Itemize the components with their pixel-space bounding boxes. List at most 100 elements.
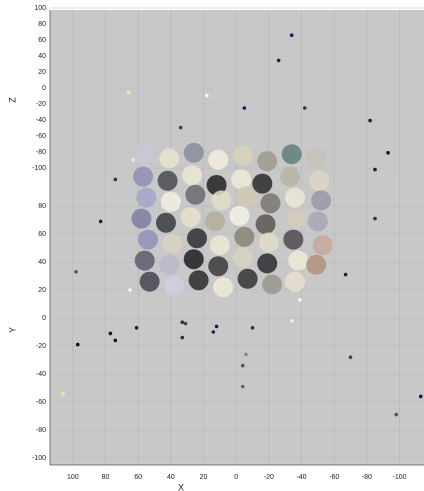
point (135, 144, 155, 164)
z-tick-label: -100 (32, 165, 46, 172)
point (127, 91, 131, 95)
point (256, 214, 276, 234)
point (280, 167, 300, 187)
point (233, 248, 253, 268)
y-tick-label: 80 (38, 203, 46, 210)
point (373, 168, 377, 172)
x-tick-label: 80 (102, 474, 110, 481)
point (234, 227, 254, 247)
x-tick-label: 0 (234, 474, 238, 481)
point (257, 151, 277, 171)
point (61, 392, 65, 396)
point (136, 188, 156, 208)
point (288, 251, 308, 271)
point (211, 190, 231, 210)
y-axis-title: Y (7, 327, 17, 333)
y-tick-label: 40 (38, 259, 46, 266)
point (290, 319, 294, 323)
y-tick-label: -20 (36, 343, 46, 350)
x-tick-label: -100 (392, 474, 406, 481)
point (99, 220, 103, 224)
z-tick-label: 20 (38, 69, 46, 76)
x-tick-label: 60 (134, 474, 142, 481)
x-tick-label: 100 (67, 474, 79, 481)
x-tick-label: 40 (167, 474, 175, 481)
point (262, 274, 282, 294)
z-tick-label: 40 (38, 53, 46, 60)
point (373, 217, 377, 221)
point (161, 192, 181, 212)
point (74, 270, 78, 274)
point (208, 150, 228, 170)
point (210, 235, 230, 255)
y-tick-label: 20 (38, 287, 46, 294)
point (241, 364, 245, 368)
point (184, 143, 204, 163)
x-tick-label: -60 (329, 474, 339, 481)
point (128, 288, 132, 292)
point (114, 178, 118, 182)
point (179, 126, 183, 130)
point (311, 190, 331, 210)
point (212, 330, 216, 334)
point (138, 230, 158, 250)
point (236, 186, 256, 206)
point (109, 332, 113, 336)
x-tick-label: -80 (362, 474, 372, 481)
x-axis-title: X (178, 482, 184, 491)
z-tick-label: 0 (42, 85, 46, 92)
point (306, 148, 326, 168)
point (156, 213, 176, 233)
point (114, 339, 118, 343)
point (135, 326, 139, 330)
point (308, 211, 328, 231)
chart: 100806040200-20-40-60-80-100-100-80-60-4… (0, 0, 424, 491)
point (257, 253, 277, 273)
point (259, 232, 279, 252)
point (283, 230, 303, 250)
z-tick-label: -80 (36, 149, 46, 156)
point (303, 106, 307, 110)
point (184, 249, 204, 269)
point (285, 188, 305, 208)
point (349, 355, 353, 359)
point (309, 171, 329, 191)
point (233, 146, 253, 166)
point (394, 413, 398, 417)
z-tick-label: -60 (36, 133, 46, 140)
point (182, 165, 202, 185)
point (205, 211, 225, 231)
point (140, 272, 160, 292)
point (290, 33, 294, 37)
point (306, 255, 326, 275)
point (184, 322, 188, 326)
point (133, 167, 153, 187)
point (189, 270, 209, 290)
point (251, 326, 255, 330)
point (76, 343, 80, 347)
z-tick-label: -20 (36, 101, 46, 108)
point (287, 209, 307, 229)
point (159, 148, 179, 168)
point (158, 171, 178, 191)
y-tick-label: -80 (36, 427, 46, 434)
y-tick-label: 60 (38, 231, 46, 238)
point (185, 185, 205, 205)
point (131, 209, 151, 229)
point (241, 385, 245, 389)
z-tick-label: -40 (36, 117, 46, 124)
point (180, 207, 200, 227)
point (419, 395, 423, 399)
point (244, 353, 248, 357)
point (252, 174, 272, 194)
point (229, 206, 249, 226)
point (213, 277, 233, 297)
y-tick-label: -60 (36, 399, 46, 406)
y-tick-label: -100 (32, 455, 46, 462)
point (298, 298, 302, 302)
point (135, 251, 155, 271)
y-tick-label: 0 (42, 315, 46, 322)
point (282, 144, 302, 164)
x-tick-label: 20 (200, 474, 208, 481)
point (313, 235, 333, 255)
